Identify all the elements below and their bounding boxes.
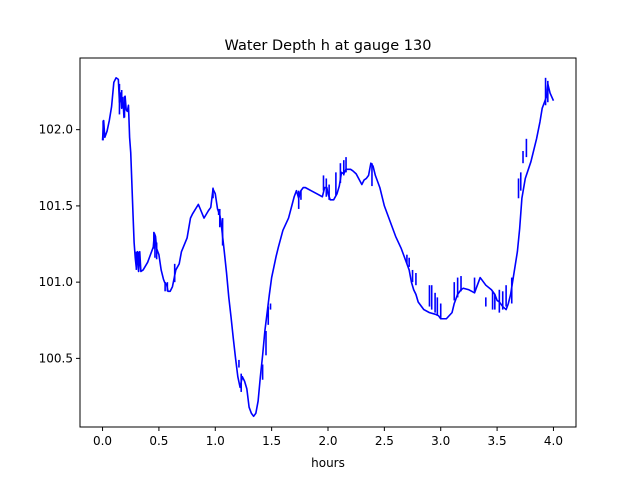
x-tick-label: 1.5 xyxy=(262,434,281,448)
x-tick-label: 3.5 xyxy=(488,434,507,448)
x-tick-label: 4.0 xyxy=(544,434,563,448)
y-tick-label: 101.0 xyxy=(39,275,73,289)
x-tick-label: 1.0 xyxy=(206,434,225,448)
y-tick-label: 101.5 xyxy=(39,199,73,213)
y-tick-label: 102.0 xyxy=(39,123,73,137)
x-tick-label: 2.0 xyxy=(318,434,337,448)
x-tick-label: 0.5 xyxy=(149,434,168,448)
y-axis: 100.5 101.0 101.5 102.0 xyxy=(39,123,80,365)
series-line xyxy=(101,77,555,418)
x-axis: 0.0 0.5 1.0 1.5 2.0 2.5 3.0 3.5 4.0 xyxy=(93,427,563,448)
x-axis-label: hours xyxy=(311,456,345,470)
x-tick-label: 2.5 xyxy=(375,434,394,448)
x-tick-label: 0.0 xyxy=(93,434,112,448)
x-tick-label: 3.0 xyxy=(431,434,450,448)
chart-title: Water Depth h at gauge 130 xyxy=(225,38,432,54)
y-tick-label: 100.5 xyxy=(39,351,73,365)
